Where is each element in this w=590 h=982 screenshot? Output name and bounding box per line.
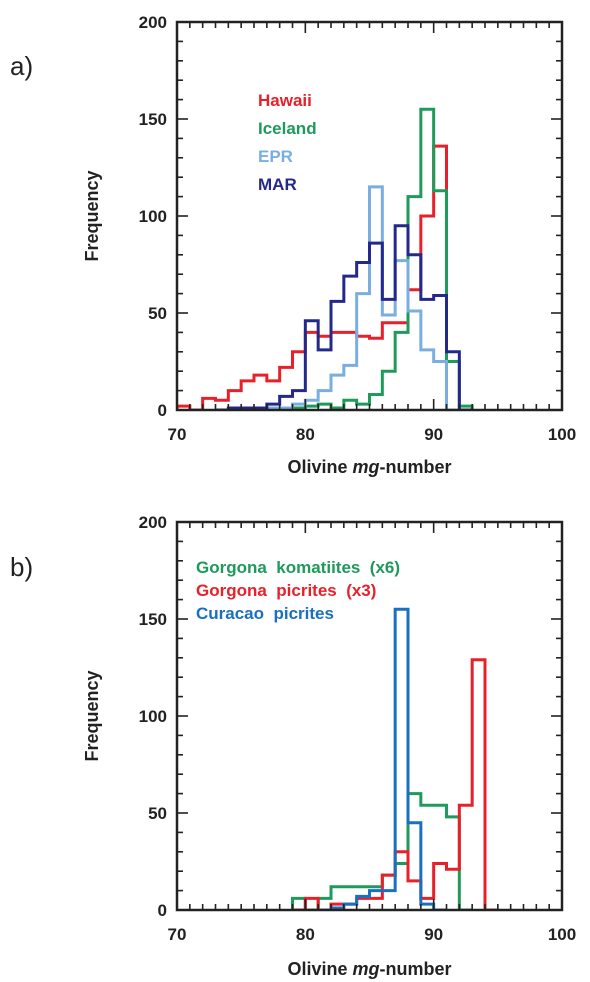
x-tick-label: 70	[168, 925, 187, 944]
y-axis-title: Frequency	[82, 670, 102, 761]
legend-entry-1: Gorgona komatiites (x6)	[196, 558, 400, 577]
series-line-3	[318, 607, 447, 910]
x-tick-label: 90	[424, 425, 443, 444]
legend-entry-4: MAR	[258, 175, 297, 194]
x-axis-title-suffix: -number	[380, 457, 452, 477]
x-tick-label: 100	[548, 925, 576, 944]
series-line-2	[292, 658, 498, 910]
series-group	[291, 607, 498, 910]
x-tick-label: 100	[548, 425, 576, 444]
y-tick-label: 200	[139, 513, 167, 532]
series-line-4	[215, 224, 473, 410]
x-axis-title-italic: mg	[353, 959, 380, 979]
x-axis-title-italic: mg	[353, 457, 380, 477]
legend-entry-2: Iceland	[258, 119, 317, 138]
x-tick-label: 80	[296, 425, 315, 444]
y-tick-label: 100	[139, 207, 167, 226]
y-tick-label: 0	[158, 901, 167, 920]
x-axis-title-suffix: -number	[380, 959, 452, 979]
y-tick-label: 50	[148, 304, 167, 323]
panel-label: a)	[10, 51, 33, 81]
chart-panel-2: b) 70 80 90 100 0 50 100 150 200 Frequency Olivine …	[10, 513, 576, 979]
series-line-3	[241, 185, 473, 410]
y-tick-label: 50	[148, 804, 167, 823]
series-group	[177, 107, 474, 410]
chart-panel-1: a) 70 80 90 100 0 50 100 150 200 Frequency Olivine …	[10, 13, 576, 477]
x-axis-title-plain: Olivine	[287, 959, 352, 979]
legend-entry-2: Gorgona picrites (x3)	[196, 581, 376, 600]
x-axis-title: Olivine mg-number	[287, 457, 451, 477]
x-axis-title-plain: Olivine	[287, 457, 352, 477]
x-tick-label: 70	[168, 425, 187, 444]
y-tick-label: 200	[139, 13, 167, 32]
x-axis-title: Olivine mg-number	[287, 959, 451, 979]
x-tick-label: 80	[296, 925, 315, 944]
y-tick-label: 100	[139, 707, 167, 726]
y-tick-label: 0	[158, 401, 167, 420]
legend-entry-3: Curacao picrites	[196, 604, 334, 623]
y-axis-title: Frequency	[82, 170, 102, 261]
legend-entry-1: Hawaii	[258, 91, 312, 110]
panel-label: b)	[10, 552, 33, 582]
y-tick-label: 150	[139, 610, 167, 629]
legend-entry-3: EPR	[258, 147, 293, 166]
series-line-1	[177, 144, 473, 410]
x-tick-label: 90	[424, 925, 443, 944]
y-tick-label: 150	[139, 110, 167, 129]
